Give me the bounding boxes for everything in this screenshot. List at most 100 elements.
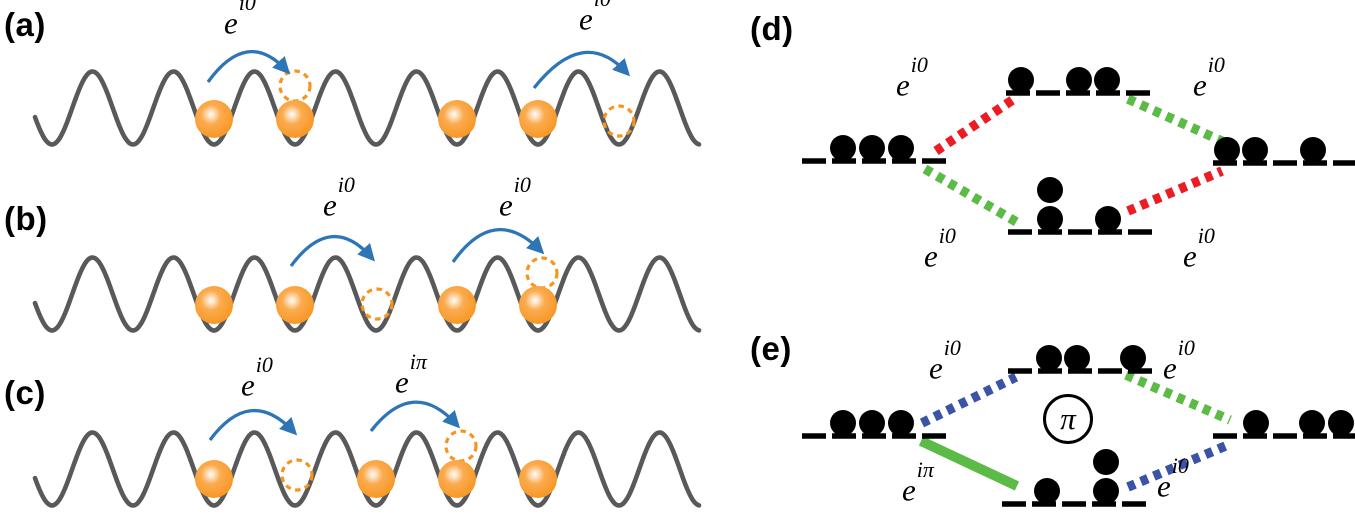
coupling-link-blue-e <box>1126 440 1230 492</box>
phase-label-d-topleft: ei0 <box>896 54 928 103</box>
phase-base: e <box>1163 350 1177 386</box>
flux-pi-badge: π <box>1043 394 1093 444</box>
phase-exponent: i0 <box>238 0 256 15</box>
phase-base: e <box>499 187 513 223</box>
flux-pi-label: π <box>1060 401 1076 436</box>
phase-label-d-topright: ei0 <box>1193 54 1225 103</box>
particle-dot-e <box>1299 410 1325 436</box>
phase-label-d-bottomleft: ei0 <box>924 225 956 274</box>
particle-dot-d <box>1095 206 1121 232</box>
phase-label-b-2: ei0 <box>499 174 531 223</box>
phase-exponent: i0 <box>938 223 956 248</box>
panel-label-d: (d) <box>750 10 794 47</box>
particle-dot-d <box>1094 67 1120 93</box>
phase-exponent: i0 <box>1197 223 1215 248</box>
hop-arrow-b <box>451 228 545 263</box>
particle-dot-e <box>1120 345 1146 371</box>
particle-dot-e <box>859 410 885 436</box>
phase-exponent: i0 <box>594 0 611 11</box>
particle-dot-e <box>1093 478 1119 504</box>
atom-ball-c <box>357 460 395 498</box>
phase-base: e <box>924 238 938 274</box>
particle-dot-d <box>859 135 885 161</box>
phase-base: e <box>395 364 409 400</box>
hop-arrow-c <box>369 400 461 433</box>
phase-exponent: i0 <box>513 172 531 197</box>
particle-dot-d <box>830 135 856 161</box>
atom-ball-a <box>438 100 476 138</box>
phase-label-a-2: ei0 <box>579 0 611 37</box>
lattice-wave-b <box>32 255 702 333</box>
panel-label-a: (a) <box>4 6 46 43</box>
lattice-wave-a <box>32 69 702 147</box>
particle-dot-e <box>1243 410 1269 436</box>
particle-dot-e <box>888 410 914 436</box>
particle-dot-d <box>1242 137 1268 163</box>
particle-dot-e <box>1034 478 1060 504</box>
phase-exponent: iπ <box>409 349 427 374</box>
coupling-link-green-e <box>918 436 1020 491</box>
particle-dot-e <box>1036 345 1062 371</box>
phase-base: e <box>579 1 593 37</box>
phase-base: e <box>1183 238 1197 274</box>
phase-base: e <box>902 472 916 508</box>
ghost-site-circle-b <box>360 287 394 321</box>
phase-label-e-bottomright: ei0 <box>1157 455 1189 504</box>
phase-exponent: i0 <box>1207 52 1225 77</box>
coupling-link-green-d <box>922 164 1023 229</box>
atom-ball-c <box>195 460 233 498</box>
atom-ball-b <box>195 286 233 324</box>
particle-dot-d <box>1300 137 1326 163</box>
phase-exponent: i0 <box>943 335 961 360</box>
coupling-link-green-d <box>1126 94 1226 147</box>
atom-ball-a <box>195 100 233 138</box>
phase-base: e <box>896 67 910 103</box>
phase-base: e <box>241 367 255 403</box>
particle-dot-d <box>888 135 914 161</box>
coupling-link-red-d <box>1126 166 1224 216</box>
atom-ball-b <box>519 286 557 324</box>
particle-dot-e <box>1064 345 1090 371</box>
atom-ball-b <box>276 286 314 324</box>
panel-label-b: (b) <box>4 200 48 237</box>
particle-dot-d <box>1214 137 1240 163</box>
hop-arrow-c <box>208 408 298 441</box>
lattice-wave-c <box>32 430 702 508</box>
particle-dot-d <box>1008 67 1034 93</box>
atom-ball-a <box>519 100 557 138</box>
particle-dot-e <box>830 410 856 436</box>
hop-arrow-b <box>289 234 375 267</box>
particle-dot-d <box>1037 206 1063 232</box>
phase-label-c-2: eiπ <box>395 351 427 400</box>
panel-label-c: (c) <box>4 374 46 411</box>
phase-label-d-bottomright: ei0 <box>1183 225 1215 274</box>
phase-base: e <box>1157 468 1171 504</box>
hop-arrow-a <box>206 50 291 83</box>
ghost-site-circle-a <box>602 104 636 138</box>
phase-exponent: i0 <box>255 352 273 377</box>
hop-arrow-a <box>532 50 631 90</box>
particle-dot-e <box>1328 410 1354 436</box>
ghost-site-circle-a <box>278 69 312 103</box>
panel-label-e: (e) <box>750 330 792 367</box>
phase-label-a-1: ei0 <box>224 0 256 41</box>
phase-base: e <box>323 187 337 223</box>
ghost-site-circle-b <box>525 256 559 290</box>
particle-dot-d <box>1037 177 1063 203</box>
ghost-site-circle-c <box>280 458 314 492</box>
particle-dot-d <box>1066 67 1092 93</box>
particle-dot-e <box>1093 449 1119 475</box>
coupling-link-blue-e <box>919 372 1019 428</box>
phase-base: e <box>1193 67 1207 103</box>
phase-label-b-1: ei0 <box>323 174 355 223</box>
phase-base: e <box>929 350 943 386</box>
coupling-link-red-d <box>933 95 1017 155</box>
phase-base: e <box>224 5 238 41</box>
phase-label-e-topright: ei0 <box>1163 337 1195 386</box>
phase-exponent: i0 <box>1177 335 1195 360</box>
phase-exponent: i0 <box>1171 453 1189 478</box>
phase-label-e-bottomleft: eiπ <box>902 459 934 508</box>
coupling-link-green-e <box>1124 370 1232 425</box>
